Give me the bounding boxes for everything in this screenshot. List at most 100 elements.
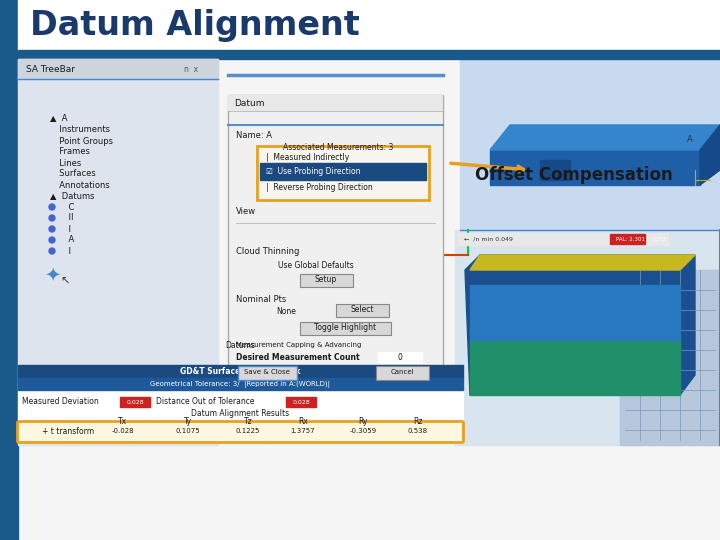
Bar — [18, 378, 463, 390]
Text: View: View — [236, 206, 256, 215]
Text: Frames: Frames — [54, 147, 90, 157]
FancyBboxPatch shape — [300, 321, 390, 334]
Text: 0.1225: 0.1225 — [236, 428, 260, 434]
Bar — [18, 0, 720, 50]
Text: -0.028: -0.028 — [112, 428, 135, 434]
Bar — [460, 59, 720, 230]
Text: Distance Out of Tolerance: Distance Out of Tolerance — [156, 397, 254, 407]
Text: ↖: ↖ — [60, 277, 69, 287]
Text: n  x: n x — [184, 64, 198, 73]
Text: Datum Alignment: Datum Alignment — [30, 9, 360, 42]
Polygon shape — [700, 125, 720, 185]
Polygon shape — [470, 340, 680, 395]
Text: Setup: Setup — [315, 275, 337, 285]
FancyBboxPatch shape — [376, 366, 428, 380]
Text: ▲  A: ▲ A — [50, 113, 68, 123]
Polygon shape — [470, 285, 680, 340]
Text: Rx: Rx — [298, 416, 308, 426]
Text: Toggle Highlight: Toggle Highlight — [314, 323, 376, 333]
FancyBboxPatch shape — [336, 303, 389, 316]
FancyBboxPatch shape — [300, 273, 353, 287]
Bar — [458, 233, 668, 245]
Text: ▲  Datums: ▲ Datums — [50, 192, 94, 200]
Bar — [0, 0, 18, 540]
Bar — [620, 270, 720, 445]
Bar — [18, 59, 218, 79]
FancyBboxPatch shape — [238, 366, 297, 380]
Text: 0.028: 0.028 — [292, 400, 310, 404]
Text: II: II — [58, 213, 73, 222]
Text: Annotations: Annotations — [54, 180, 109, 190]
Bar — [18, 59, 720, 540]
Polygon shape — [465, 255, 695, 395]
Text: Ty: Ty — [184, 416, 192, 426]
Bar — [286, 397, 316, 407]
Text: Datum Alignment Results: Datum Alignment Results — [192, 409, 289, 418]
Text: + t transform: + t transform — [42, 427, 94, 435]
Text: 0.028: 0.028 — [126, 400, 144, 404]
Polygon shape — [490, 150, 700, 185]
Text: 0.538: 0.538 — [408, 428, 428, 434]
Text: None: None — [276, 307, 296, 315]
Text: Nominal Pts: Nominal Pts — [236, 294, 287, 303]
FancyBboxPatch shape — [17, 422, 464, 442]
Circle shape — [49, 248, 55, 254]
Text: ←  /n min 0.049: ← /n min 0.049 — [464, 237, 513, 241]
Text: Desired Measurement Count: Desired Measurement Count — [236, 353, 359, 361]
Text: |  Measured Indirectly: | Measured Indirectly — [266, 152, 349, 161]
Polygon shape — [490, 125, 720, 150]
Text: A: A — [687, 136, 693, 145]
Text: Cloud Thinning: Cloud Thinning — [236, 246, 300, 255]
Text: Datums: Datums — [225, 341, 256, 350]
Bar — [455, 230, 720, 445]
Polygon shape — [470, 255, 695, 270]
Bar — [18, 365, 463, 443]
Bar — [610, 234, 645, 244]
Circle shape — [49, 237, 55, 243]
Text: Offset Compensation: Offset Compensation — [475, 166, 672, 184]
Text: Save & Close: Save & Close — [244, 369, 290, 375]
Text: Select: Select — [350, 306, 374, 314]
Text: SA TreeBar: SA TreeBar — [26, 64, 75, 73]
Text: ☑  Use Probing Direction: ☑ Use Probing Direction — [266, 166, 361, 176]
Text: C: C — [58, 202, 74, 212]
FancyBboxPatch shape — [228, 95, 443, 385]
Text: I: I — [58, 225, 71, 233]
Text: Surfaces: Surfaces — [54, 170, 96, 179]
Bar — [120, 397, 150, 407]
Bar — [540, 160, 570, 180]
Text: Point Groups: Point Groups — [54, 137, 113, 145]
Bar — [268, 262, 275, 269]
Text: -0.3059: -0.3059 — [349, 428, 377, 434]
Text: 0: 0 — [397, 353, 402, 361]
Bar — [18, 50, 720, 59]
Text: Cancel: Cancel — [390, 369, 414, 375]
Bar — [18, 59, 218, 445]
Bar — [260, 163, 426, 180]
Text: Name: A: Name: A — [236, 131, 272, 139]
Text: Tz: Tz — [243, 416, 253, 426]
Circle shape — [49, 215, 55, 221]
Circle shape — [49, 204, 55, 210]
Circle shape — [49, 226, 55, 232]
Text: PAL: 2.301 | .0252: PAL: 2.301 | .0252 — [616, 237, 666, 242]
Bar — [228, 95, 443, 111]
Text: Measured Deviation: Measured Deviation — [22, 397, 99, 407]
Text: Instruments: Instruments — [54, 125, 110, 134]
Text: I: I — [58, 246, 71, 255]
Text: Lines: Lines — [54, 159, 81, 167]
FancyBboxPatch shape — [257, 146, 429, 200]
Text: Measurement Capping & Advancing: Measurement Capping & Advancing — [236, 342, 361, 348]
Text: 0.1075: 0.1075 — [176, 428, 200, 434]
Text: Use Global Defaults: Use Global Defaults — [278, 260, 354, 269]
Text: ✦: ✦ — [44, 266, 60, 285]
Text: |  Reverse Probing Direction: | Reverse Probing Direction — [266, 183, 373, 192]
Text: GD&T Surface Profile Check: GD&T Surface Profile Check — [180, 367, 301, 376]
Bar — [18, 365, 463, 378]
Text: Datum: Datum — [234, 98, 264, 107]
Text: Tx: Tx — [118, 416, 127, 426]
Text: Rz: Rz — [413, 416, 423, 426]
Text: 1.3757: 1.3757 — [291, 428, 315, 434]
Text: A: A — [58, 235, 74, 245]
Text: Associated Measurements: 3: Associated Measurements: 3 — [283, 143, 393, 152]
